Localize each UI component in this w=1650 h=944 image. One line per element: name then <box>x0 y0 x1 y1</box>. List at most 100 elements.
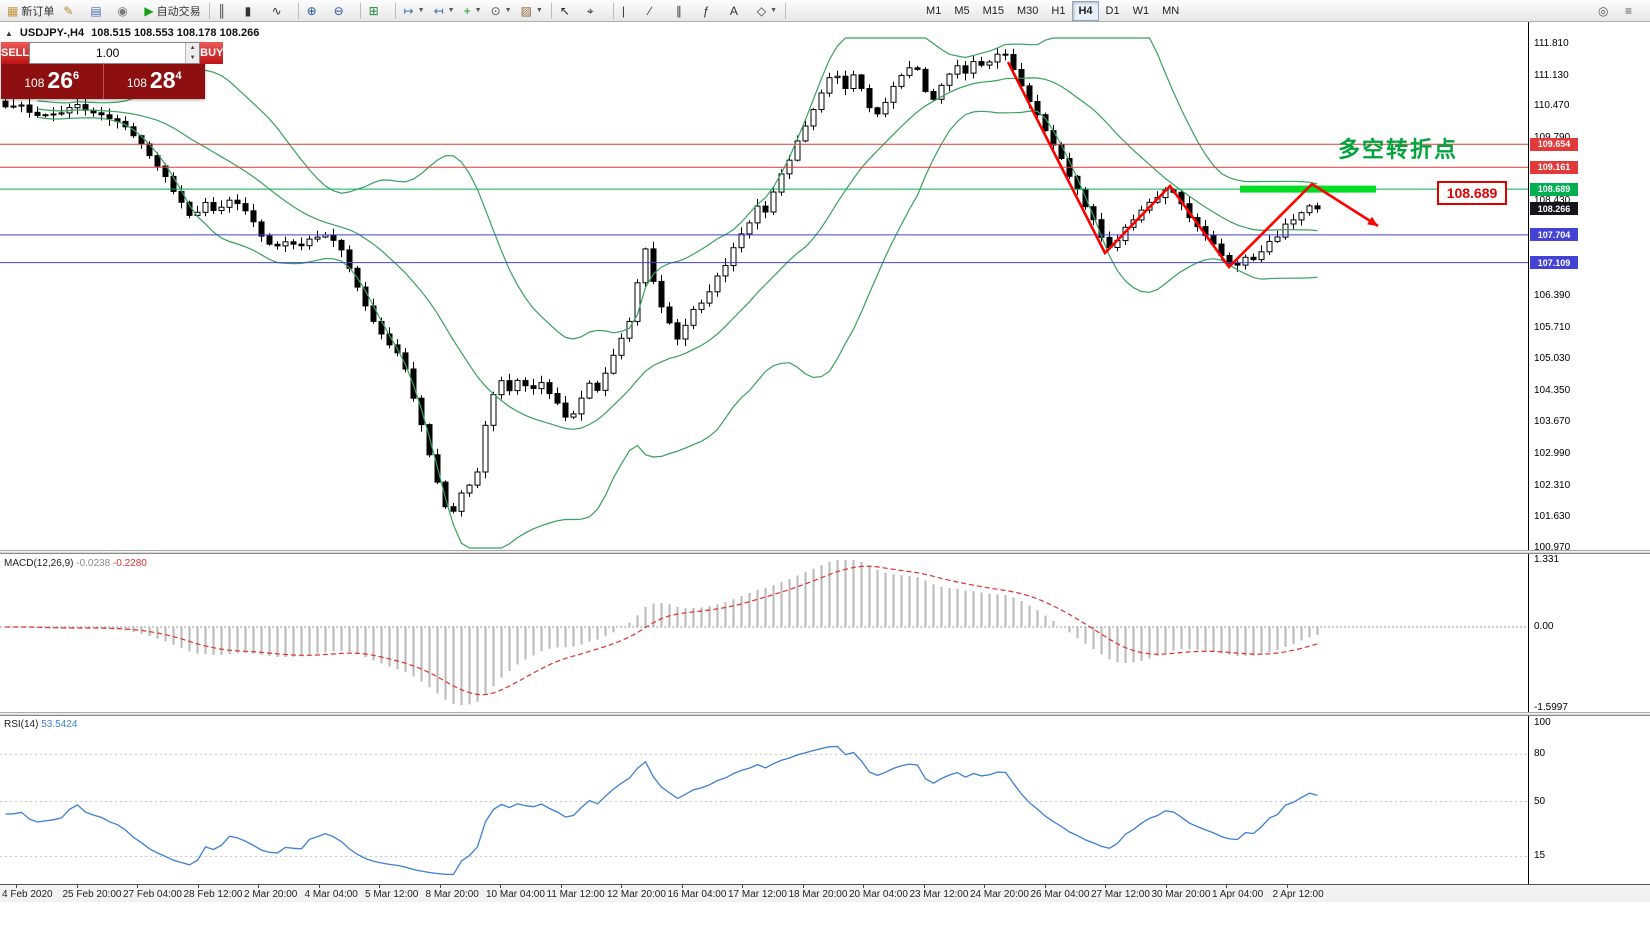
templates-icon: ▨ <box>520 3 532 18</box>
options-menu-button[interactable]: ≡ <box>1621 1 1647 21</box>
indicators-icon: + <box>463 3 471 18</box>
toolbar-separator <box>359 2 361 19</box>
timeframe-m15-button[interactable]: M15 <box>977 1 1010 21</box>
periods-button-dropdown-icon[interactable]: ▼ <box>504 7 512 14</box>
time-tick-label: 24 Mar 20:00 <box>970 889 1029 900</box>
timeframe-m5-button[interactable]: M5 <box>948 1 975 21</box>
templates-button[interactable]: ▨ ▼ <box>517 1 547 21</box>
time-tickmark <box>742 885 743 888</box>
time-tick-label: 10 Mar 04:00 <box>486 889 545 900</box>
timeframe-h1-button[interactable]: H1 <box>1045 1 1071 21</box>
chart-shift-button[interactable]: ↤ ▼ <box>430 1 459 21</box>
crosshair-tool-icon: ⌖ <box>586 3 594 18</box>
trendline-tool-button[interactable]: ∕ <box>645 1 671 21</box>
options-menu-icon: ≡ <box>1625 3 1633 18</box>
volume-up-button[interactable]: ▲ <box>186 43 200 53</box>
profiles-button[interactable]: ▤ <box>86 1 112 21</box>
timeframe-w1-button[interactable]: W1 <box>1127 1 1156 21</box>
time-tick-label: 17 Mar 12:00 <box>728 889 787 900</box>
channel-tool-icon: ∥ <box>675 3 682 18</box>
channel-tool-button[interactable]: ∥ <box>672 1 698 21</box>
timeframe-m1-button-label: M1 <box>926 4 942 17</box>
templates-button-dropdown-icon[interactable]: ▼ <box>535 7 543 14</box>
fibonacci-tool-button[interactable]: ƒ <box>699 1 725 21</box>
chart-workspace: 4 Feb 2020 25 Feb 20:00 27 Feb 04:00 28 Feb… <box>0 22 1650 944</box>
toolbar-group: ║ ▮ ∿ <box>214 1 294 21</box>
shapes-tool-icon: ◇ <box>756 3 767 18</box>
time-tick-label: 2 Apr 12:00 <box>1272 889 1324 900</box>
chart-wizard-button[interactable]: ✎ <box>59 1 85 21</box>
macd-pane-resizer[interactable] <box>0 550 1650 554</box>
macd-indicator-label: MACD(12,26,9) -0.0238 -0.2280 <box>4 558 147 569</box>
bar-chart-mode-button[interactable]: ║ <box>214 1 240 21</box>
candlestick-mode-button[interactable]: ▮ <box>241 1 267 21</box>
time-tick-label: 28 Feb 12:00 <box>183 889 243 900</box>
zoom-out-button[interactable]: ⊖ <box>330 1 356 21</box>
timeframe-mn-button[interactable]: MN <box>1156 1 1185 21</box>
rsi-pane-resizer[interactable] <box>0 712 1650 716</box>
profiles-icon: ▤ <box>90 3 102 18</box>
timeframe-m1-button[interactable]: M1 <box>920 1 947 21</box>
timeframe-m30-button[interactable]: M30 <box>1011 1 1044 21</box>
cursor-tool-icon: ↖ <box>559 3 570 18</box>
volume-input[interactable] <box>30 43 186 63</box>
time-tickmark <box>863 885 864 888</box>
vertical-line-tool-button[interactable]: | <box>618 1 644 21</box>
time-tickmark <box>802 885 804 888</box>
price-tick-label: 111.810 <box>1534 38 1569 49</box>
price-axis[interactable]: 111.810 111.130 110.470 109.790 108.430 106.3… <box>1528 22 1650 902</box>
timeframe-mn-button-label: MN <box>1162 4 1180 17</box>
data-window-button[interactable]: ◉ <box>113 1 139 21</box>
key-price-tag: 108.689 <box>1437 181 1507 205</box>
tile-windows-button[interactable]: ⊞ <box>365 1 391 21</box>
periods-button[interactable]: ⊙ ▼ <box>487 1 516 21</box>
buy-button[interactable]: BUY <box>200 42 224 64</box>
time-tickmark <box>621 885 622 888</box>
tile-windows-icon: ⊞ <box>368 3 379 18</box>
price-tick-label: 110.470 <box>1534 100 1570 112</box>
ask-price[interactable]: 108 28 4 <box>102 64 206 99</box>
chart-shift-icon: ↤ <box>433 3 444 18</box>
price-tick-label: 101.630 <box>1534 511 1571 523</box>
volume-down-button[interactable]: ▼ <box>186 53 200 63</box>
time-axis[interactable]: 4 Feb 2020 25 Feb 20:00 27 Feb 04:00 28 Feb… <box>0 884 1650 902</box>
search-button[interactable]: ◎ <box>1594 1 1620 21</box>
auto-scroll-button-dropdown-icon[interactable]: ▼ <box>417 7 425 14</box>
chart-title: ▲ USDJPY-,H4 108.515 108.553 108.178 108… <box>5 27 259 39</box>
shapes-tool-button-dropdown-icon[interactable]: ▼ <box>770 7 778 14</box>
bid-pips: 26 <box>47 67 73 93</box>
new-order-button[interactable]: ▦ 新订单 <box>3 1 58 21</box>
auto-scroll-button[interactable]: ↦ ▼ <box>400 1 429 21</box>
line-chart-mode-button[interactable]: ∿ <box>268 1 294 21</box>
one-click-collapse-icon[interactable]: ▲ <box>5 28 13 38</box>
chart-symbol-period: USDJPY-,H4 <box>19 27 85 39</box>
toolbar-group: ⊕ ⊖ <box>303 1 356 21</box>
indicators-button[interactable]: + ▼ <box>460 1 486 21</box>
zoom-in-button[interactable]: ⊕ <box>303 1 329 21</box>
timeframe-h4-button[interactable]: H4 <box>1072 0 1099 21</box>
macd-axis-label: 0.00 <box>1534 621 1554 632</box>
timeframe-d1-button[interactable]: D1 <box>1100 1 1126 21</box>
price-tick-label: 102.990 <box>1534 448 1571 460</box>
search-icon: ◎ <box>1598 3 1609 18</box>
text-tool-button[interactable]: A <box>726 1 752 21</box>
indicators-button-dropdown-icon[interactable]: ▼ <box>474 7 482 14</box>
trendline-tool-icon: ∕ <box>648 3 651 18</box>
toolbar-group: ↖ ⌖ <box>556 1 609 21</box>
cursor-tool-button[interactable]: ↖ <box>556 1 582 21</box>
chart-ohlc: 108.515 108.553 108.178 108.266 <box>91 27 260 39</box>
chart-canvas[interactable] <box>0 22 1528 902</box>
new-order-button-label: 新订单 <box>21 5 55 18</box>
crosshair-tool-button[interactable]: ⌖ <box>583 1 609 21</box>
auto-trading-icon: ▶ <box>144 3 154 18</box>
shapes-tool-button[interactable]: ◇ ▼ <box>753 1 781 21</box>
time-tickmark <box>16 885 17 888</box>
auto-trading-button[interactable]: ▶ 自动交易 <box>140 1 204 21</box>
chart-shift-button-dropdown-icon[interactable]: ▼ <box>447 7 455 14</box>
sell-button[interactable]: SELL <box>1 42 30 64</box>
bid-price[interactable]: 108 26 6 <box>1 64 103 99</box>
zoom-out-icon: ⊖ <box>333 3 344 18</box>
timeframe-m30-button-label: M30 <box>1017 4 1039 17</box>
